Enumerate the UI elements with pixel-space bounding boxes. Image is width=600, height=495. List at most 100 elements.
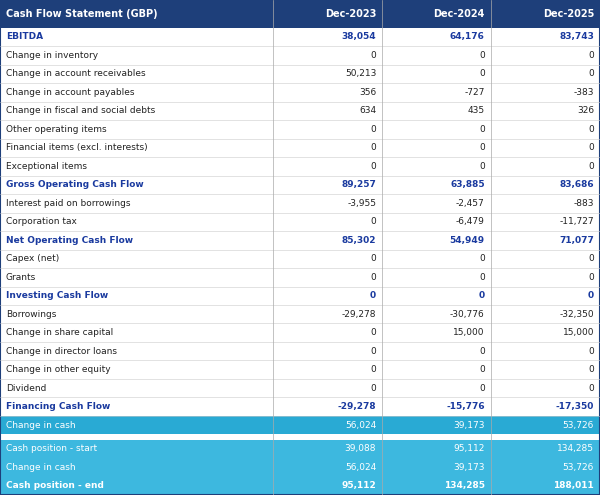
FancyBboxPatch shape	[0, 458, 600, 477]
Text: -15,776: -15,776	[446, 402, 485, 411]
Text: 634: 634	[359, 106, 376, 115]
Text: 0: 0	[588, 291, 594, 300]
Text: 0: 0	[479, 346, 485, 356]
Text: Change in cash: Change in cash	[6, 421, 76, 430]
Text: Change in account payables: Change in account payables	[6, 88, 134, 97]
Text: 85,302: 85,302	[342, 236, 376, 245]
FancyBboxPatch shape	[0, 440, 600, 458]
FancyBboxPatch shape	[0, 268, 600, 287]
Text: Cash position - end: Cash position - end	[6, 481, 104, 490]
FancyBboxPatch shape	[0, 416, 600, 435]
Text: Investing Cash Flow: Investing Cash Flow	[6, 291, 108, 300]
Text: 435: 435	[467, 106, 485, 115]
Text: 39,173: 39,173	[454, 421, 485, 430]
Text: 0: 0	[479, 125, 485, 134]
Text: 95,112: 95,112	[341, 481, 376, 490]
Text: -29,278: -29,278	[338, 402, 376, 411]
Text: 0: 0	[588, 365, 594, 374]
Text: 38,054: 38,054	[341, 33, 376, 42]
FancyBboxPatch shape	[0, 46, 600, 65]
Text: -30,776: -30,776	[450, 310, 485, 319]
Text: 56,024: 56,024	[345, 421, 376, 430]
Text: Grants: Grants	[6, 273, 36, 282]
Text: 0: 0	[479, 384, 485, 393]
Text: 95,112: 95,112	[454, 445, 485, 453]
Text: 0: 0	[479, 291, 485, 300]
Text: 0: 0	[479, 51, 485, 60]
Text: 134,285: 134,285	[557, 445, 594, 453]
FancyBboxPatch shape	[0, 323, 600, 342]
Text: Dec-2025: Dec-2025	[542, 9, 594, 19]
Text: 0: 0	[588, 51, 594, 60]
Text: 0: 0	[479, 69, 485, 78]
Text: Other operating items: Other operating items	[6, 125, 107, 134]
FancyBboxPatch shape	[0, 231, 600, 249]
FancyBboxPatch shape	[0, 176, 600, 194]
Text: Dec-2023: Dec-2023	[325, 9, 376, 19]
Text: 326: 326	[577, 106, 594, 115]
Text: 0: 0	[370, 254, 376, 263]
Text: 71,077: 71,077	[559, 236, 594, 245]
Text: 0: 0	[588, 162, 594, 171]
Text: 0: 0	[588, 273, 594, 282]
Text: 0: 0	[370, 346, 376, 356]
Text: Cash Flow Statement (GBP): Cash Flow Statement (GBP)	[6, 9, 158, 19]
Text: -383: -383	[574, 88, 594, 97]
Text: 0: 0	[370, 51, 376, 60]
Text: Exceptional items: Exceptional items	[6, 162, 87, 171]
FancyBboxPatch shape	[0, 65, 600, 83]
Text: 0: 0	[588, 69, 594, 78]
FancyBboxPatch shape	[0, 249, 600, 268]
Text: 0: 0	[370, 328, 376, 337]
Text: 0: 0	[370, 144, 376, 152]
Text: 0: 0	[588, 384, 594, 393]
FancyBboxPatch shape	[0, 120, 600, 139]
Text: 39,173: 39,173	[454, 463, 485, 472]
Text: Change in share capital: Change in share capital	[6, 328, 113, 337]
Text: -6,479: -6,479	[456, 217, 485, 226]
Text: 39,088: 39,088	[344, 445, 376, 453]
FancyBboxPatch shape	[0, 0, 600, 28]
FancyBboxPatch shape	[0, 342, 600, 360]
Text: Change in other equity: Change in other equity	[6, 365, 110, 374]
Text: Change in inventory: Change in inventory	[6, 51, 98, 60]
Text: 54,949: 54,949	[449, 236, 485, 245]
Text: 83,686: 83,686	[559, 180, 594, 190]
Text: -17,350: -17,350	[556, 402, 594, 411]
Text: Capex (net): Capex (net)	[6, 254, 59, 263]
FancyBboxPatch shape	[0, 435, 600, 440]
Text: 64,176: 64,176	[450, 33, 485, 42]
FancyBboxPatch shape	[0, 194, 600, 212]
Text: -32,350: -32,350	[559, 310, 594, 319]
Text: Financial items (excl. interests): Financial items (excl. interests)	[6, 144, 148, 152]
FancyBboxPatch shape	[0, 139, 600, 157]
Text: 0: 0	[479, 162, 485, 171]
Text: 0: 0	[588, 144, 594, 152]
Text: -2,457: -2,457	[456, 199, 485, 208]
Text: 0: 0	[588, 346, 594, 356]
Text: 83,743: 83,743	[559, 33, 594, 42]
Text: 0: 0	[370, 273, 376, 282]
Text: 50,213: 50,213	[345, 69, 376, 78]
Text: EBITDA: EBITDA	[6, 33, 43, 42]
Text: 0: 0	[370, 125, 376, 134]
Text: 0: 0	[370, 162, 376, 171]
Text: Interest paid on borrowings: Interest paid on borrowings	[6, 199, 131, 208]
Text: Corporation tax: Corporation tax	[6, 217, 77, 226]
FancyBboxPatch shape	[0, 157, 600, 176]
Text: 0: 0	[370, 384, 376, 393]
Text: Cash position - start: Cash position - start	[6, 445, 97, 453]
Text: 53,726: 53,726	[563, 421, 594, 430]
Text: 0: 0	[479, 365, 485, 374]
Text: 56,024: 56,024	[345, 463, 376, 472]
Text: 63,885: 63,885	[450, 180, 485, 190]
Text: 89,257: 89,257	[341, 180, 376, 190]
Text: -3,955: -3,955	[347, 199, 376, 208]
Text: -29,278: -29,278	[342, 310, 376, 319]
Text: Borrowings: Borrowings	[6, 310, 56, 319]
FancyBboxPatch shape	[0, 287, 600, 305]
Text: 53,726: 53,726	[563, 463, 594, 472]
Text: Financing Cash Flow: Financing Cash Flow	[6, 402, 110, 411]
Text: 0: 0	[479, 144, 485, 152]
FancyBboxPatch shape	[0, 83, 600, 101]
